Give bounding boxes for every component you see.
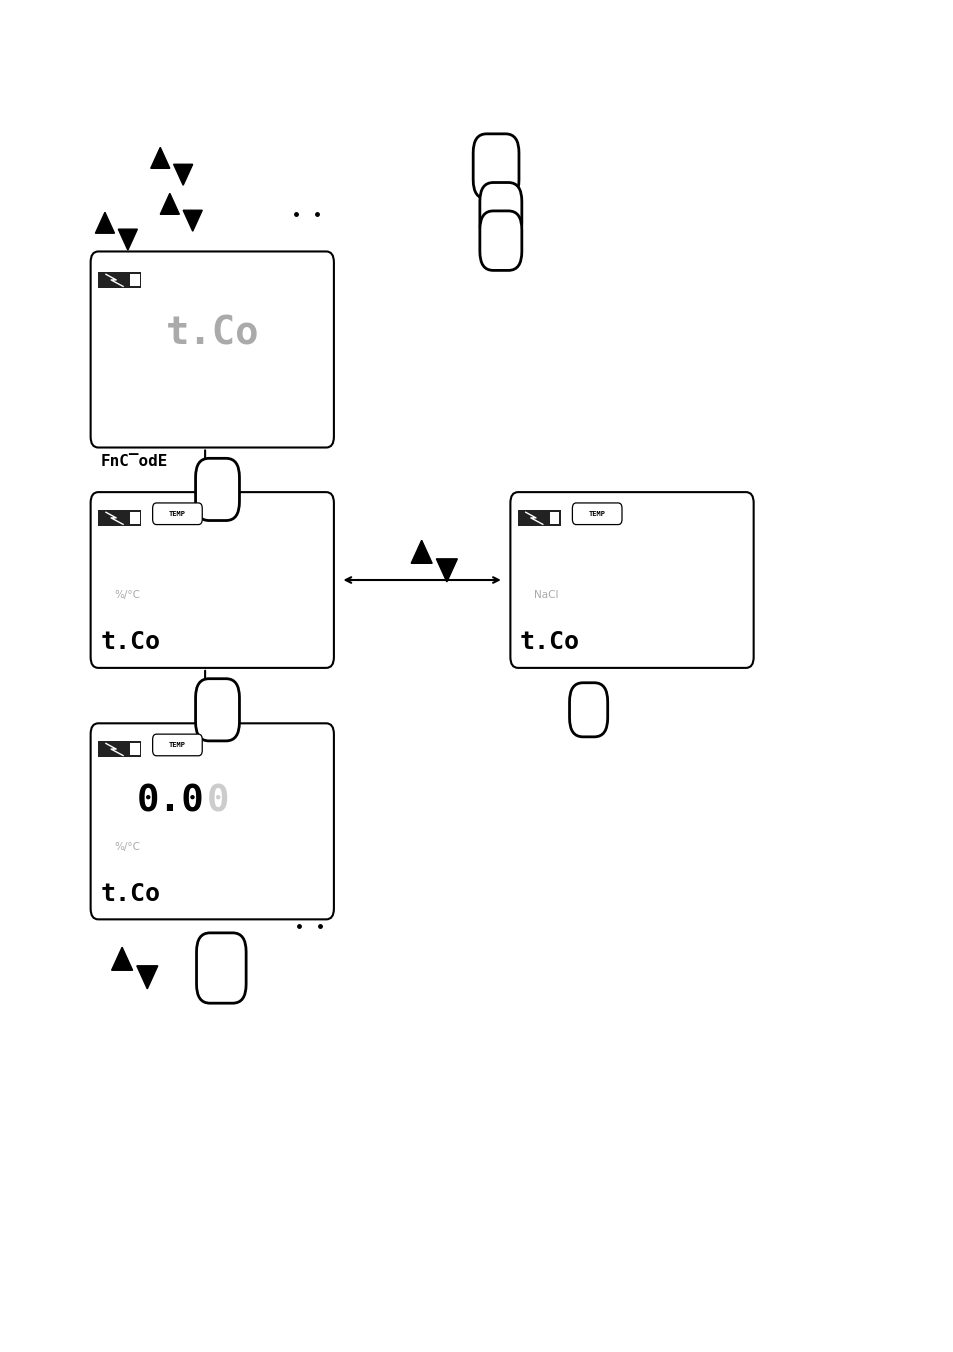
Polygon shape <box>173 165 193 185</box>
Text: NaCl: NaCl <box>534 591 558 600</box>
Text: TEMP: TEMP <box>169 511 186 516</box>
FancyBboxPatch shape <box>91 251 334 448</box>
FancyBboxPatch shape <box>91 492 334 668</box>
Polygon shape <box>136 965 157 988</box>
Bar <box>98 272 141 288</box>
Text: t.Co: t.Co <box>100 630 160 654</box>
FancyBboxPatch shape <box>473 134 518 199</box>
Polygon shape <box>95 212 114 233</box>
FancyBboxPatch shape <box>510 492 753 668</box>
FancyBboxPatch shape <box>152 734 202 756</box>
FancyBboxPatch shape <box>569 683 607 737</box>
Bar <box>517 510 560 526</box>
Polygon shape <box>118 230 137 250</box>
FancyBboxPatch shape <box>196 933 246 1003</box>
Polygon shape <box>112 948 132 971</box>
FancyBboxPatch shape <box>195 458 239 521</box>
Text: FnC̅odE: FnC̅odE <box>100 454 168 469</box>
Text: %/°C: %/°C <box>114 591 140 600</box>
Bar <box>131 512 139 523</box>
FancyBboxPatch shape <box>479 211 521 270</box>
Text: %/°C: %/°C <box>114 842 140 852</box>
Bar <box>131 744 139 754</box>
FancyBboxPatch shape <box>91 723 334 919</box>
Polygon shape <box>411 541 432 564</box>
Text: TEMP: TEMP <box>588 511 605 516</box>
Polygon shape <box>160 193 179 214</box>
FancyBboxPatch shape <box>152 503 202 525</box>
FancyBboxPatch shape <box>479 183 521 242</box>
Polygon shape <box>436 558 456 581</box>
Text: t.Co: t.Co <box>519 630 579 654</box>
Polygon shape <box>183 211 202 231</box>
Bar <box>550 512 558 523</box>
FancyBboxPatch shape <box>195 679 239 741</box>
Text: t.Co: t.Co <box>165 315 259 353</box>
Bar <box>98 510 141 526</box>
FancyBboxPatch shape <box>572 503 621 525</box>
Bar <box>98 741 141 757</box>
Text: t.Co: t.Co <box>100 882 160 906</box>
Text: 0.0: 0.0 <box>137 784 205 819</box>
Bar <box>131 274 139 285</box>
Polygon shape <box>151 147 170 168</box>
Text: TEMP: TEMP <box>169 742 186 748</box>
Text: 0: 0 <box>207 784 230 819</box>
